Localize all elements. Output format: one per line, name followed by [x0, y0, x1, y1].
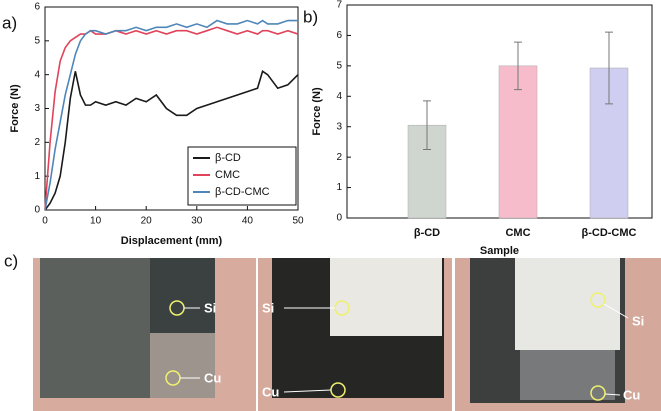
panel-label: c) — [4, 251, 18, 270]
photo: Si Cu — [33, 258, 256, 411]
y-tick-label: 4 — [336, 91, 342, 102]
panel-label: b) — [303, 7, 318, 26]
y-tick-label: 6 — [34, 2, 40, 13]
y-tick-label: 4 — [34, 69, 40, 80]
y-tick-label: 1 — [336, 182, 342, 193]
photo: Si Cu — [455, 258, 661, 411]
x-tick-label: 10 — [90, 216, 102, 227]
x-tick-label: 40 — [242, 216, 254, 227]
y-tick-label: 2 — [336, 152, 342, 163]
x-tick-label: β-CD-CMC — [582, 227, 637, 239]
error-bar — [423, 100, 431, 151]
y-axis-label: Force (N) — [9, 84, 21, 133]
x-axis-label: Sample — [480, 245, 519, 257]
panel-label: a) — [2, 13, 17, 32]
photo-label: Cu — [262, 384, 279, 399]
x-tick-label: β-CD — [414, 227, 440, 239]
photo-label: Cu — [204, 370, 221, 385]
error-bar — [514, 41, 522, 91]
y-tick-label: 3 — [336, 121, 342, 132]
photo-label: Cu — [623, 387, 640, 402]
y-axis-label: Force (N) — [311, 87, 323, 136]
photo-label: Si — [632, 313, 644, 328]
legend-label: β-CD-CMC — [215, 186, 270, 198]
x-tick-label: 0 — [42, 216, 48, 227]
y-tick-label: 5 — [336, 60, 342, 71]
y-tick-label: 0 — [34, 205, 40, 216]
x-tick-label: 30 — [191, 216, 203, 227]
line — [44, 70, 299, 211]
x-tick-label: 20 — [141, 216, 153, 227]
y-tick-label: 6 — [336, 30, 342, 41]
y-tick-label: 0 — [336, 213, 342, 224]
y-tick-label: 3 — [34, 103, 40, 114]
bar — [498, 65, 538, 219]
photo: Si Cu — [258, 258, 452, 411]
y-tick-label: 2 — [34, 137, 40, 148]
photo-label: Si — [204, 300, 216, 315]
y-tick-label: 7 — [336, 0, 342, 11]
line — [44, 26, 299, 211]
legend-label: CMC — [215, 169, 240, 181]
line — [44, 19, 298, 211]
x-tick-label: 50 — [292, 216, 304, 227]
legend-label: β-CD — [215, 152, 241, 164]
x-tick-label: CMC — [505, 227, 530, 239]
y-tick-label: 5 — [34, 35, 40, 46]
x-axis-label: Displacement (mm) — [121, 235, 223, 247]
photo-label: Si — [262, 300, 274, 315]
y-tick-label: 1 — [34, 171, 40, 182]
error-bar — [605, 31, 613, 105]
